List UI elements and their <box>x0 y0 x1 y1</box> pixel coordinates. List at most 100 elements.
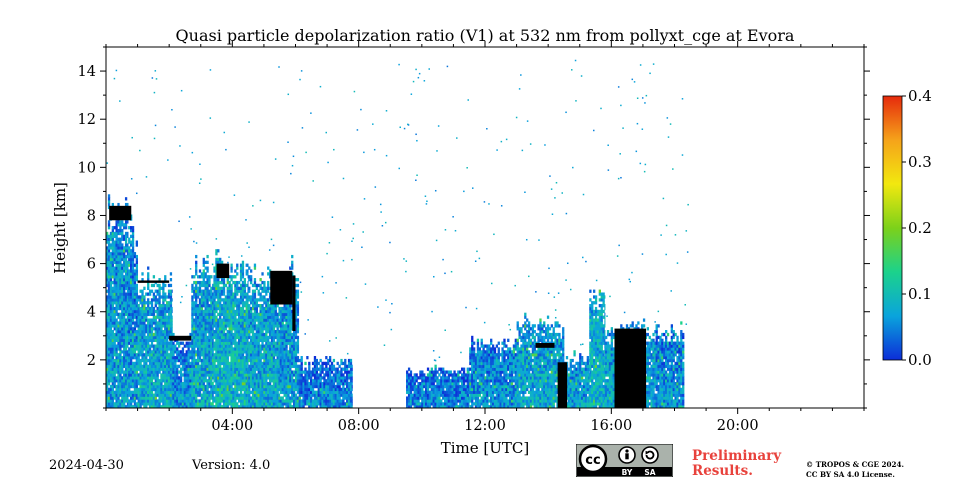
heatmap-cell <box>289 309 292 314</box>
heatmap-cell <box>411 396 415 400</box>
heatmap-cell <box>113 243 116 247</box>
heatmap-cell <box>253 289 257 293</box>
heatmap-cell <box>251 358 255 363</box>
heatmap-cell <box>135 370 138 374</box>
heatmap-cell <box>195 286 198 290</box>
heatmap-cell <box>413 387 416 392</box>
heatmap-cell <box>274 399 277 403</box>
heatmap-cell <box>128 312 131 316</box>
heatmap-cell <box>158 358 161 363</box>
heatmap-cell <box>325 364 328 368</box>
heatmap-cell <box>121 405 124 408</box>
heatmap-cell <box>268 358 272 363</box>
heatmap-cell <box>215 353 218 357</box>
heatmap-cell <box>332 376 336 380</box>
heatmap-cell <box>217 332 220 337</box>
heatmap-cell <box>247 292 249 296</box>
heatmap-cell <box>421 387 424 392</box>
heatmap-cell <box>174 358 177 363</box>
heatmap-cell <box>261 370 264 374</box>
heatmap-cell <box>267 321 270 325</box>
heatmap-cell <box>263 309 266 314</box>
heatmap-cell <box>204 335 207 340</box>
heatmap-cell <box>255 330 258 334</box>
heatmap-cell <box>274 306 277 311</box>
heatmap-cell <box>294 324 298 328</box>
heatmap-cell <box>239 393 243 397</box>
heatmap-cell <box>147 266 150 270</box>
heatmap-cell <box>113 309 116 314</box>
heatmap-cell <box>141 370 144 374</box>
heatmap-cell <box>236 280 239 285</box>
heatmap-cell <box>234 292 237 296</box>
heatmap-cell <box>206 399 209 403</box>
heatmap-cell <box>259 387 262 392</box>
heatmap-cell <box>124 283 128 288</box>
heatmap-cell <box>267 301 270 305</box>
heatmap-cell <box>167 332 171 337</box>
heatmap-cell <box>215 295 218 299</box>
heatmap-cell <box>257 402 260 406</box>
heatmap-cell <box>283 330 286 334</box>
heatmap-cell <box>265 330 268 334</box>
heatmap-cell <box>137 327 140 331</box>
heatmap-cell <box>145 384 148 389</box>
heatmap-cell <box>215 275 218 279</box>
heatmap-cell <box>202 332 205 337</box>
heatmap-cell <box>139 364 142 368</box>
heatmap-cell <box>310 405 313 408</box>
heatmap-cell <box>135 373 138 377</box>
heatmap-cell <box>278 379 281 383</box>
heatmap-cell <box>111 347 114 351</box>
heatmap-cell <box>272 350 276 354</box>
heatmap-cell <box>179 367 183 371</box>
heatmap-cell <box>195 350 198 354</box>
heatmap-cell <box>319 387 322 392</box>
heatmap-cell <box>107 280 111 285</box>
heatmap-cell <box>213 379 216 383</box>
heatmap-cell <box>109 289 113 293</box>
heatmap-cell <box>160 376 163 380</box>
heatmap-cell <box>278 312 281 316</box>
heatmap-cell <box>171 332 173 337</box>
heatmap-cell <box>164 332 167 337</box>
heatmap-cell <box>236 364 239 368</box>
heatmap-cell <box>300 379 303 383</box>
heatmap-cell <box>325 384 328 389</box>
heatmap-cell <box>204 353 207 357</box>
heatmap-cell <box>220 405 224 408</box>
heatmap-cell <box>111 240 114 244</box>
heatmap-cell <box>150 324 154 328</box>
heatmap-cell <box>121 370 124 374</box>
heatmap-cell <box>195 272 198 276</box>
heatmap-cell <box>193 318 196 322</box>
heatmap-cell <box>172 353 175 357</box>
heatmap-cell <box>181 384 185 389</box>
heatmap-cell <box>183 353 186 357</box>
heatmap-cell <box>213 298 216 302</box>
heatmap-cell <box>263 321 266 325</box>
heatmap-cell <box>119 373 122 377</box>
heatmap-cell <box>124 396 128 400</box>
heatmap-cell <box>107 260 111 264</box>
heatmap-cell <box>300 384 303 389</box>
heatmap-cell <box>117 220 120 224</box>
heatmap-cell <box>310 382 313 386</box>
heatmap-cell <box>268 341 272 345</box>
heatmap-cell <box>123 266 126 270</box>
heatmap-cell <box>128 280 131 285</box>
heatmap-cell <box>226 399 229 403</box>
heatmap-cell <box>206 341 209 345</box>
heatmap-cell <box>135 405 138 408</box>
heatmap-cell <box>107 321 111 325</box>
heatmap-cell <box>234 364 237 368</box>
heatmap-cell <box>251 321 255 325</box>
heatmap-cell <box>248 402 251 406</box>
heatmap-cell <box>213 280 216 285</box>
heatmap-cell <box>226 295 229 299</box>
heatmap-cell <box>176 390 179 394</box>
heatmap-cell <box>268 272 272 276</box>
heatmap-cell <box>321 393 324 397</box>
heatmap-cell <box>217 358 220 363</box>
heatmap-cell <box>128 390 131 394</box>
